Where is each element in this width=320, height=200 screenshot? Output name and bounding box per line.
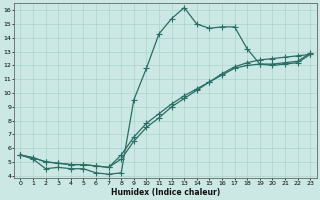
X-axis label: Humidex (Indice chaleur): Humidex (Indice chaleur)	[111, 188, 220, 197]
